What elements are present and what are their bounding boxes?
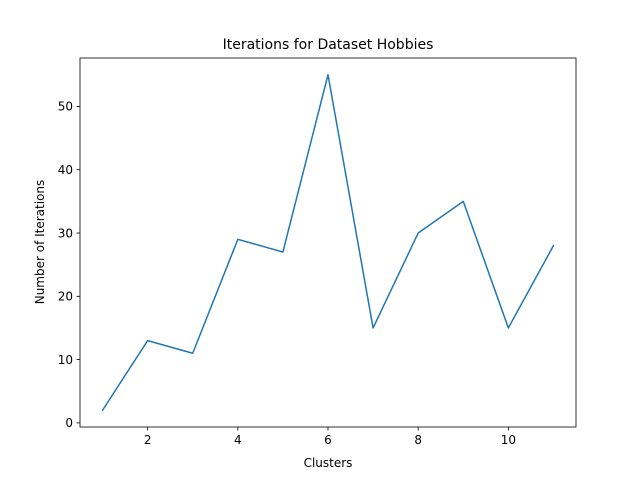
chart-title: Iterations for Dataset Hobbies [223, 37, 434, 53]
series-line-0 [101, 74, 555, 412]
x-tick-label: 8 [414, 433, 422, 447]
x-tick-label: 4 [234, 433, 242, 447]
y-tick-label: 40 [58, 163, 73, 177]
plot-area: 2 4 6 8 10 0 10 20 30 40 50 [58, 57, 577, 447]
x-tick-label: 2 [144, 433, 152, 447]
y-axis-label: Number of Iterations [33, 180, 47, 305]
y-tick-label: 20 [58, 290, 73, 304]
x-axis-label: Clusters [304, 456, 353, 470]
x-tick-label: 6 [324, 433, 332, 447]
y-tick-label: 0 [65, 416, 73, 430]
x-tick-label: 10 [501, 433, 516, 447]
y-tick-label: 30 [58, 226, 73, 240]
y-tick-label: 10 [58, 353, 73, 367]
y-tick-label: 50 [58, 100, 73, 114]
